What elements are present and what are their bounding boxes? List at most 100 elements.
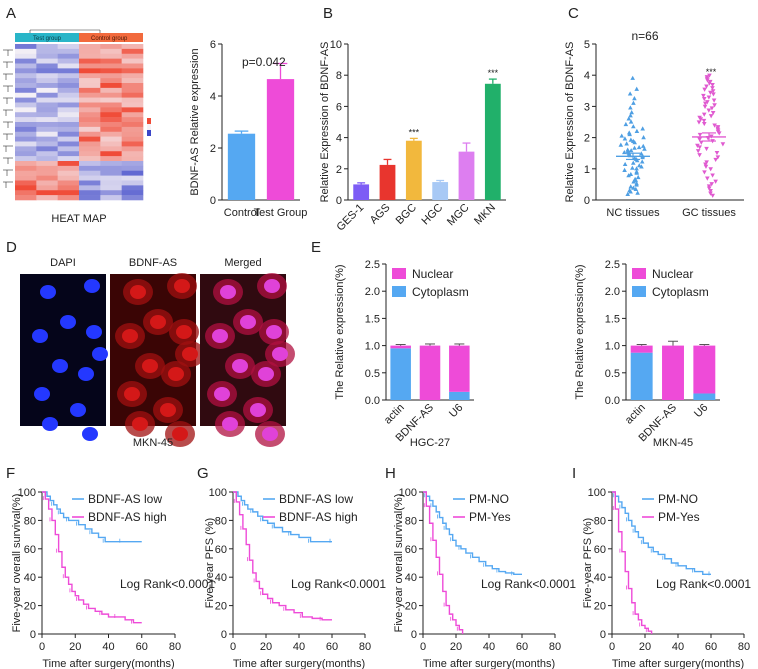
heatmap-cell	[36, 117, 58, 123]
data-point	[708, 167, 713, 172]
heatmap-cell	[15, 53, 37, 59]
nucleus	[40, 285, 56, 299]
heatmap-cell	[15, 63, 37, 69]
bar-cytoplasm	[693, 393, 716, 400]
heatmap-cell	[79, 170, 101, 176]
y-tick-label: 1.5	[605, 313, 620, 325]
y-tick-label: 2.5	[365, 259, 380, 271]
nucleus	[250, 403, 266, 417]
heatmap-cell	[15, 146, 37, 152]
y-tick-label: 2.0	[365, 286, 380, 298]
heatmap-cell	[79, 156, 101, 162]
heatmap-cell	[79, 146, 101, 152]
annotation: Log Rank<0.0001	[291, 577, 386, 591]
y-tick-label: 80	[24, 515, 36, 527]
data-point	[636, 163, 642, 168]
data-point	[628, 105, 633, 110]
heatmap-cell	[57, 53, 80, 59]
nucleus	[222, 417, 238, 431]
y-tick-label: 2.5	[605, 259, 620, 271]
heatmap-cell	[36, 190, 58, 196]
data-point	[634, 181, 639, 186]
data-point	[618, 142, 624, 147]
heatmap-cell	[121, 48, 144, 55]
data-point	[623, 121, 629, 127]
x-tick-label: 60	[136, 641, 148, 653]
data-point	[626, 116, 632, 121]
x-tick-label: 20	[69, 641, 81, 653]
heatmap-cell	[121, 63, 144, 69]
heatmap-cell	[57, 44, 80, 50]
data-point	[712, 123, 717, 128]
heatmap-cell	[15, 92, 37, 98]
nucleus	[122, 329, 138, 343]
heatmap-cell	[15, 102, 37, 108]
x-tick-label: MKN	[472, 202, 498, 228]
data-point	[639, 164, 644, 169]
panel-letter-d: D	[6, 239, 17, 256]
data-point	[628, 171, 634, 177]
x-tick-label: Control	[224, 207, 259, 219]
y-tick-label: 80	[215, 515, 227, 527]
heatmap-cell	[36, 112, 58, 118]
heatmap-cell	[36, 73, 58, 79]
heatmap-cell	[36, 83, 58, 89]
panel-letter-a: A	[6, 5, 16, 22]
nucleus	[70, 403, 86, 417]
heatmap-cell	[57, 102, 80, 108]
heatmap-cell	[36, 185, 58, 191]
legend-label: Nuclear	[412, 267, 453, 281]
nucleus	[34, 387, 50, 401]
y-tick-label: 60	[215, 544, 227, 556]
heatmap-cell	[57, 63, 80, 69]
heatmap-cell	[36, 131, 58, 137]
data-point	[628, 119, 634, 124]
data-point	[625, 147, 630, 152]
legend-label: Cytoplasm	[412, 285, 469, 299]
y-tick-label: 40	[405, 572, 417, 584]
y-tick-label: 0.0	[365, 395, 380, 407]
heatmap-cell	[79, 107, 101, 113]
data-point	[708, 90, 713, 95]
y-tick-label: 40	[24, 572, 36, 584]
data-point	[628, 148, 634, 153]
chart-I: 0 20 40 60 80 100 0 20 40 60 80 PM-NO PM-Yes Log Rank…	[582, 487, 751, 669]
heatmap-cell	[100, 58, 122, 64]
nucleus	[32, 329, 48, 343]
heatmap-cell	[79, 131, 101, 137]
data-point	[709, 182, 714, 187]
heatmap-cell	[100, 156, 122, 162]
heatmap-cell	[15, 131, 37, 137]
data-point	[701, 112, 707, 117]
heatmap-cell	[57, 112, 80, 118]
y-tick-label: 0	[210, 195, 216, 207]
heatmap-cell	[100, 102, 122, 108]
x-axis-label: Time after surgery(months)	[612, 658, 744, 669]
heatmap-cell	[15, 78, 37, 84]
heatmap-cell	[121, 141, 144, 147]
heatmap-cell	[57, 73, 80, 79]
heatmap-cell	[36, 161, 58, 167]
heatmap-cell	[79, 68, 101, 74]
y-tick-label: 1	[584, 164, 590, 176]
heatmap-cell	[36, 68, 58, 74]
y-tick-label: 1.5	[365, 313, 380, 325]
micrograph-caption: MKN-45	[133, 437, 173, 449]
data-point	[627, 188, 632, 193]
heatmap-cell	[57, 117, 80, 123]
heatmap-cell	[57, 165, 80, 172]
x-tick-label: 20	[260, 641, 272, 653]
legend-swatch-nuclear	[392, 268, 406, 279]
heatmap-cell	[36, 48, 58, 55]
chart-title: HGC-27	[410, 437, 450, 449]
heatmap-cell	[121, 175, 144, 181]
heatmap-cell	[36, 53, 58, 59]
heatmap-cell	[100, 141, 122, 147]
heatmap-cell	[57, 136, 80, 142]
heatmap-cell	[121, 97, 144, 103]
nucleus	[212, 329, 228, 343]
data-point	[622, 136, 628, 141]
nucleus	[182, 347, 198, 361]
